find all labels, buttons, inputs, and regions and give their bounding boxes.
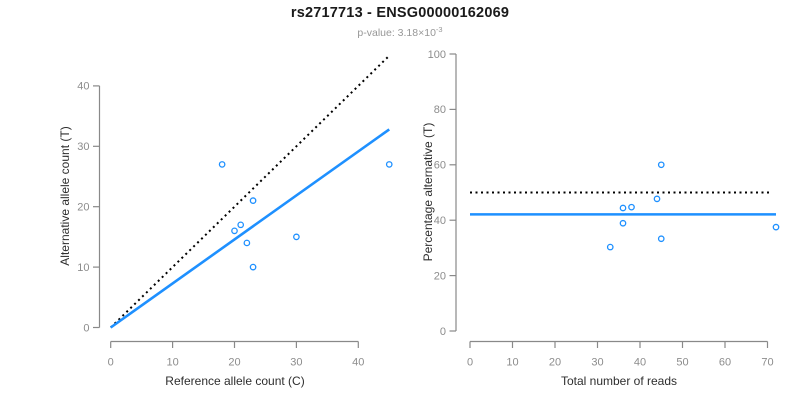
y-axis-tick-label: 20 <box>434 270 446 282</box>
p-value-text: p-value: 3.18 <box>357 27 419 39</box>
data-point <box>385 161 393 168</box>
data-point <box>243 239 251 247</box>
data-point <box>628 203 635 211</box>
x-axis-tick-label: 0 <box>108 357 114 369</box>
x-axis-tick-label: 20 <box>228 357 240 369</box>
x-axis-tick-label: 10 <box>166 357 178 369</box>
y-axis-tick-label: 40 <box>434 215 446 227</box>
data-point <box>231 227 238 235</box>
chart-title: rs2717713 - ENSG00000162069 <box>290 5 510 21</box>
data-point <box>606 243 614 251</box>
right-panel: 0 20 40 60 80 100 0 10 20 30 40 50 60 70 <box>428 49 780 369</box>
right-x-axis-title: Total number of reads <box>560 374 678 388</box>
x-axis-tick-label: 40 <box>634 357 646 369</box>
x-axis-tick-label: 40 <box>352 357 364 369</box>
data-point <box>619 204 627 212</box>
x-axis-tick-label: 30 <box>591 357 603 369</box>
y-axis-tick-label: 20 <box>77 202 89 214</box>
fitted-ratio-line <box>109 128 391 329</box>
y-axis-tick-label: 40 <box>77 81 89 93</box>
x-axis-tick-label: 10 <box>506 357 518 369</box>
y-axis-tick-label: 0 <box>83 322 89 334</box>
left-x-axis-title: Reference allele count (C) <box>165 374 305 388</box>
x-axis-tick-label: 0 <box>467 357 473 369</box>
data-point <box>657 161 665 169</box>
data-point <box>237 221 245 229</box>
x-axis-tick-label: 60 <box>719 357 731 369</box>
data-point <box>218 161 226 168</box>
data-point <box>249 197 257 205</box>
right-y-axis-title: Percentage alternative (T) <box>421 122 435 262</box>
y-axis-tick-label: 100 <box>428 49 446 61</box>
expected-ratio-line <box>110 54 390 329</box>
data-point <box>249 263 257 271</box>
data-point <box>657 235 665 243</box>
x-axis-tick-label: 30 <box>290 357 302 369</box>
data-point <box>653 195 661 203</box>
y-axis-tick-label: 60 <box>434 160 446 172</box>
x-axis-tick-label: 70 <box>761 357 773 369</box>
left-panel: 0 10 20 30 40 0 10 20 30 40 <box>77 54 393 369</box>
left-y-axis-title: Alternative allele count (T) <box>58 126 72 266</box>
p-value-times-ten: ×10 <box>418 27 436 39</box>
y-axis-tick-label: 0 <box>440 326 446 338</box>
x-axis-tick-label: 20 <box>549 357 561 369</box>
y-axis-tick-label: 10 <box>77 262 89 274</box>
y-axis-tick-label: 30 <box>77 141 89 153</box>
data-point <box>619 219 627 227</box>
p-value-exponent: -3 <box>435 25 443 34</box>
data-point <box>293 233 300 241</box>
y-axis-tick-label: 80 <box>434 104 446 116</box>
data-point <box>772 223 780 231</box>
x-axis-tick-label: 50 <box>676 357 688 369</box>
chart-subtitle: p-value: 3.18×10-3 <box>0 25 800 39</box>
